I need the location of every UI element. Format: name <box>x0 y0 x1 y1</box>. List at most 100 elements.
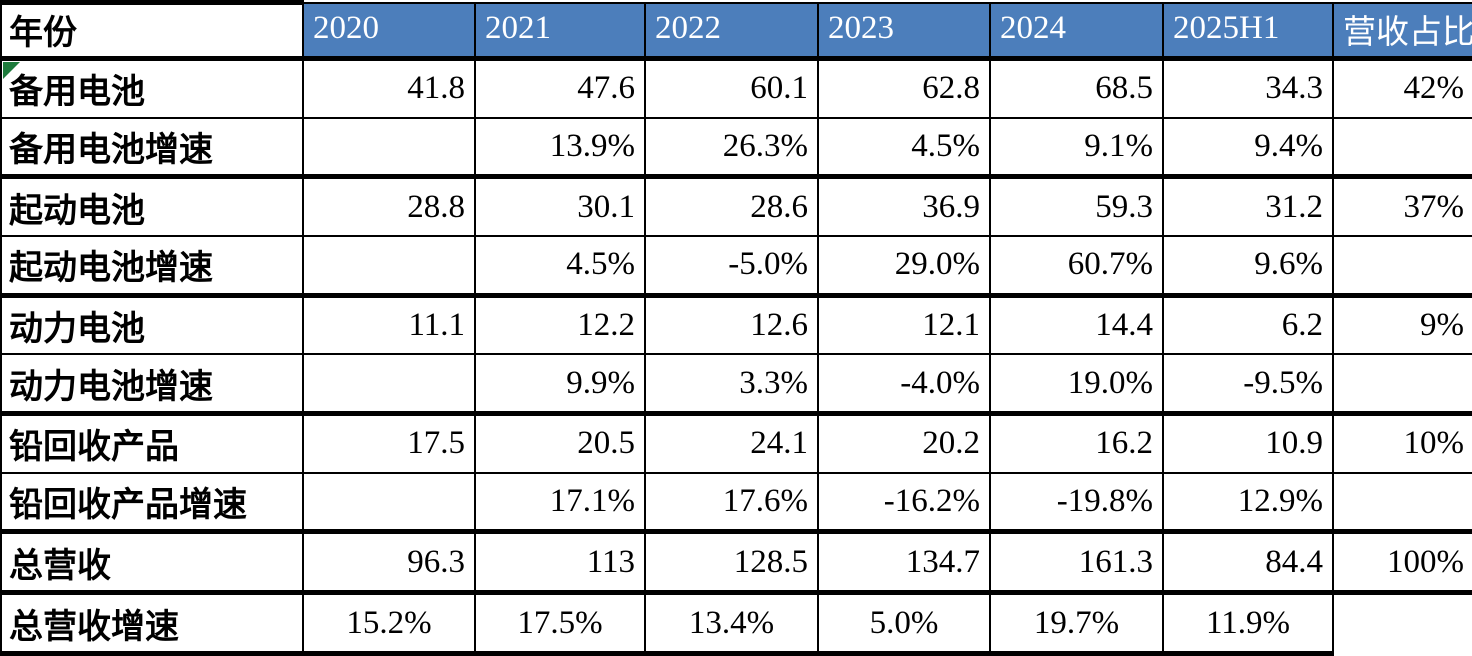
value-cell[interactable]: 29.0% <box>817 234 991 298</box>
column-header-2022[interactable]: 2022 <box>644 1 819 61</box>
value-cell[interactable]: 60.7% <box>989 234 1164 298</box>
revenue-share-cell[interactable]: 10% <box>1332 412 1472 474</box>
value-cell[interactable]: 60.1 <box>644 57 819 119</box>
value-cell[interactable]: 12.2 <box>474 294 646 356</box>
value-cell[interactable]: -16.2% <box>817 471 991 535</box>
row-label-cell[interactable]: 备用电池增速 <box>0 116 304 180</box>
row-label-cell[interactable]: 起动电池增速 <box>0 234 304 298</box>
value-cell[interactable]: 19.7% <box>989 591 1164 656</box>
value-cell[interactable]: 5.0% <box>817 591 991 656</box>
value-cell[interactable]: 161.3 <box>989 530 1164 596</box>
value-cell[interactable]: 30.1 <box>474 175 646 237</box>
row-lead-recycling-growth: 铅回收产品增速 17.1% 17.6% -16.2% -19.8% 12.9% <box>0 471 1472 535</box>
value-cell[interactable]: 15.2% <box>302 591 476 656</box>
column-header-2024[interactable]: 2024 <box>989 1 1164 61</box>
value-cell[interactable]: 17.5 <box>302 412 476 474</box>
year-label-header[interactable]: 年份 <box>0 0 304 61</box>
value-cell[interactable]: 26.3% <box>644 116 819 180</box>
value-cell[interactable]: 9.6% <box>1162 234 1334 298</box>
value-cell[interactable]: 10.9 <box>1162 412 1334 474</box>
revenue-share-cell[interactable] <box>1332 116 1472 180</box>
value-cell[interactable]: 47.6 <box>474 57 646 119</box>
value-cell[interactable]: 17.5% <box>474 591 646 656</box>
revenue-share-header[interactable]: 营收占比 <box>1332 1 1472 61</box>
value-cell[interactable]: 84.4 <box>1162 530 1334 596</box>
row-total-revenue-growth: 总营收增速 15.2% 17.5% 13.4% 5.0% 19.7% 11.9% <box>0 591 1472 656</box>
value-cell[interactable]: 96.3 <box>302 530 476 596</box>
value-cell[interactable]: 9.4% <box>1162 116 1334 180</box>
column-header-2023[interactable]: 2023 <box>817 1 991 61</box>
value-cell[interactable]: 14.4 <box>989 294 1164 356</box>
value-cell[interactable]: 6.2 <box>1162 294 1334 356</box>
value-cell[interactable]: 16.2 <box>989 412 1164 474</box>
value-cell[interactable]: -19.8% <box>989 471 1164 535</box>
error-indicator-icon <box>3 62 20 79</box>
value-cell[interactable]: 59.3 <box>989 175 1164 237</box>
row-label-cell[interactable]: 铅回收产品增速 <box>0 471 304 535</box>
value-cell[interactable]: 41.8 <box>302 57 476 119</box>
value-cell[interactable]: 34.3 <box>1162 57 1334 119</box>
value-cell[interactable]: 13.9% <box>474 116 646 180</box>
value-cell[interactable]: 62.8 <box>817 57 991 119</box>
row-label-cell[interactable]: 总营收增速 <box>0 591 304 656</box>
value-cell[interactable]: 36.9 <box>817 175 991 237</box>
value-cell[interactable]: 31.2 <box>1162 175 1334 237</box>
value-cell[interactable]: 17.6% <box>644 471 819 535</box>
value-cell[interactable] <box>302 116 476 180</box>
value-cell[interactable]: 4.5% <box>817 116 991 180</box>
row-label-cell[interactable]: 总营收 <box>0 530 304 596</box>
row-label-cell[interactable]: 动力电池增速 <box>0 353 304 416</box>
value-cell[interactable]: 11.9% <box>1162 591 1334 656</box>
value-cell[interactable]: 17.1% <box>474 471 646 535</box>
value-cell[interactable]: 3.3% <box>644 353 819 416</box>
row-label-cell[interactable]: 起动电池 <box>0 175 304 237</box>
row-backup-battery: 备用电池 41.8 47.6 60.1 62.8 68.5 34.3 42% <box>0 57 1472 119</box>
revenue-share-cell[interactable] <box>1332 234 1472 298</box>
row-label-cell[interactable]: 铅回收产品 <box>0 412 304 474</box>
value-cell[interactable]: 28.6 <box>644 175 819 237</box>
value-cell[interactable]: 12.1 <box>817 294 991 356</box>
row-starter-battery: 起动电池 28.8 30.1 28.6 36.9 59.3 31.2 37% <box>0 175 1472 237</box>
value-cell[interactable]: 128.5 <box>644 530 819 596</box>
value-cell[interactable]: -4.0% <box>817 353 991 416</box>
row-label-cell[interactable]: 备用电池 <box>0 57 304 119</box>
value-cell[interactable]: 12.9% <box>1162 471 1334 535</box>
revenue-share-cell[interactable]: 37% <box>1332 175 1472 237</box>
header-row: 年份 2020 2021 2022 2023 2024 2025H1 营收占比 <box>0 0 1472 61</box>
value-cell[interactable]: 19.0% <box>989 353 1164 416</box>
value-cell[interactable] <box>302 353 476 416</box>
value-cell[interactable]: 20.5 <box>474 412 646 474</box>
revenue-share-cell[interactable]: 100% <box>1332 530 1472 596</box>
value-cell[interactable]: -9.5% <box>1162 353 1334 416</box>
value-cell[interactable]: 28.8 <box>302 175 476 237</box>
revenue-share-cell[interactable] <box>1332 471 1472 535</box>
value-cell[interactable]: 134.7 <box>817 530 991 596</box>
value-cell[interactable]: 12.6 <box>644 294 819 356</box>
value-cell[interactable]: 24.1 <box>644 412 819 474</box>
revenue-share-cell[interactable] <box>1332 591 1472 654</box>
column-header-2020[interactable]: 2020 <box>302 1 476 61</box>
value-cell[interactable]: 4.5% <box>474 234 646 298</box>
revenue-share-cell[interactable]: 42% <box>1332 57 1472 119</box>
row-total-revenue: 总营收 96.3 113 128.5 134.7 161.3 84.4 100% <box>0 530 1472 596</box>
row-power-battery: 动力电池 11.1 12.2 12.6 12.1 14.4 6.2 9% <box>0 294 1472 356</box>
column-header-2021[interactable]: 2021 <box>474 1 646 61</box>
row-label-cell[interactable]: 动力电池 <box>0 294 304 356</box>
value-cell[interactable]: 68.5 <box>989 57 1164 119</box>
value-cell[interactable] <box>302 234 476 298</box>
value-cell[interactable]: 9.9% <box>474 353 646 416</box>
value-cell[interactable] <box>302 471 476 535</box>
row-power-battery-growth: 动力电池增速 9.9% 3.3% -4.0% 19.0% -9.5% <box>0 353 1472 416</box>
value-cell[interactable]: 11.1 <box>302 294 476 356</box>
column-header-2025h1[interactable]: 2025H1 <box>1162 1 1334 61</box>
revenue-share-cell[interactable] <box>1332 353 1472 416</box>
value-cell[interactable]: -5.0% <box>644 234 819 298</box>
value-cell[interactable]: 20.2 <box>817 412 991 474</box>
row-backup-battery-growth: 备用电池增速 13.9% 26.3% 4.5% 9.1% 9.4% <box>0 116 1472 180</box>
value-cell[interactable]: 13.4% <box>644 591 819 656</box>
value-cell[interactable]: 113 <box>474 530 646 596</box>
revenue-share-cell[interactable]: 9% <box>1332 294 1472 356</box>
row-starter-battery-growth: 起动电池增速 4.5% -5.0% 29.0% 60.7% 9.6% <box>0 234 1472 298</box>
value-cell[interactable]: 9.1% <box>989 116 1164 180</box>
